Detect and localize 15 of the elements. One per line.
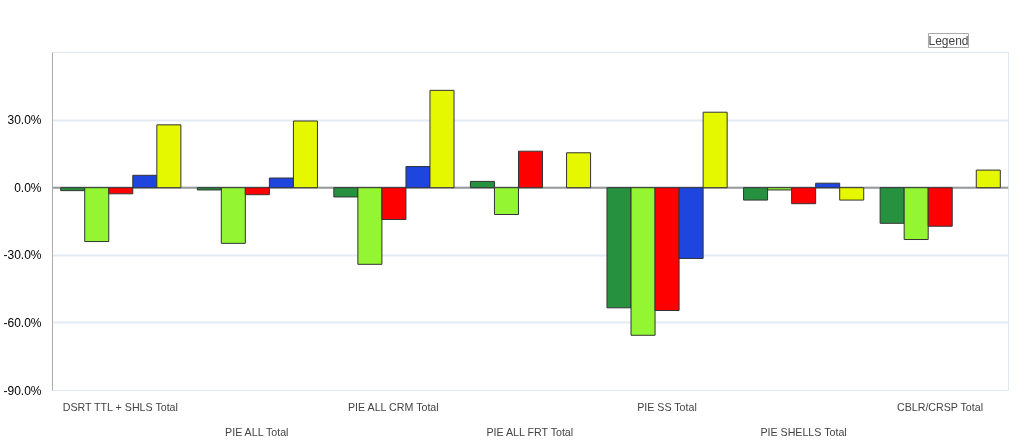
x-tick-label: PIE SHELLS Total <box>760 425 847 438</box>
y-tick-label: -90.0% <box>3 383 42 398</box>
bar <box>975 169 1001 189</box>
text: Legend <box>928 33 969 48</box>
y-tick-label: -60.0% <box>3 315 42 330</box>
y-tick-label: 0.0% <box>14 180 42 195</box>
y-tick-label: -30.0% <box>3 248 42 263</box>
x-tick-label: PIE ALL CRM Total <box>348 400 439 413</box>
x-tick-label: PIE ALL FRT Total <box>486 425 574 438</box>
bar <box>566 152 592 189</box>
x-tick-label: PIE ALL Total <box>225 425 289 438</box>
x-tick-label: DSRT TTL + SHLS Total <box>62 400 178 413</box>
x-tick-label: PIE SS Total <box>637 400 697 413</box>
y-tick-label: 30.0% <box>7 113 42 128</box>
x-tick-label: CBLR/CRSP Total <box>896 400 984 413</box>
